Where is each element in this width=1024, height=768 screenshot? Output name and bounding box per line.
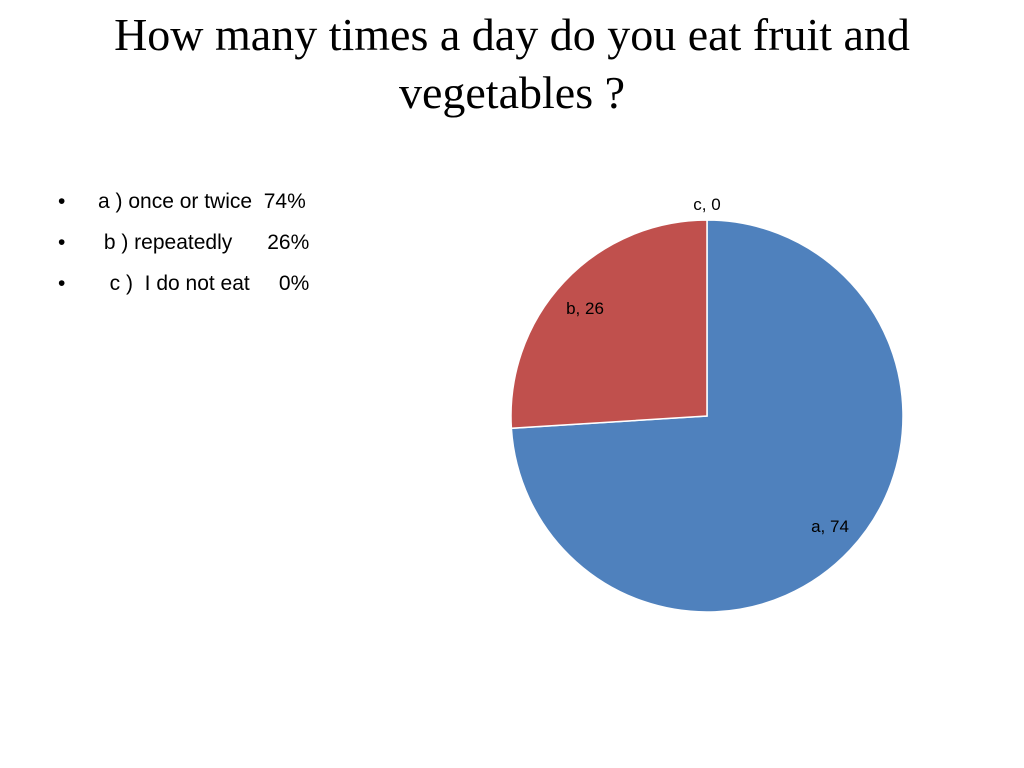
bullet-item: • a ) once or twice 74% (58, 186, 309, 227)
bullet-text: c ) I do not eat 0% (98, 272, 310, 295)
bullet-marker: • (58, 272, 66, 295)
pie-data-label-b: b, 26 (566, 299, 604, 318)
title-line-1: How many times a day do you eat fruit an… (114, 9, 910, 60)
title-line-2: vegetables ? (398, 67, 626, 118)
pie-slice-b (510, 219, 708, 430)
bullet-text: a ) once or twice 74% (98, 190, 306, 213)
bullet-item: • c ) I do not eat 0% (58, 268, 309, 309)
bullet-marker: • (58, 231, 66, 254)
bullet-list: • a ) once or twice 74% • b ) repeatedly … (58, 186, 309, 309)
bullet-text: b ) repeatedly 26% (98, 231, 310, 254)
bullet-marker: • (58, 190, 66, 213)
pie-slices (510, 219, 904, 613)
bullet-item: • b ) repeatedly 26% (58, 227, 309, 268)
pie-data-label-c: c, 0 (693, 195, 720, 214)
pie-data-label-a: a, 74 (811, 517, 849, 536)
pie-labels: a, 74 b, 26 c, 0 (566, 195, 849, 536)
slide-title: How many times a day do you eat fruit an… (30, 6, 994, 122)
